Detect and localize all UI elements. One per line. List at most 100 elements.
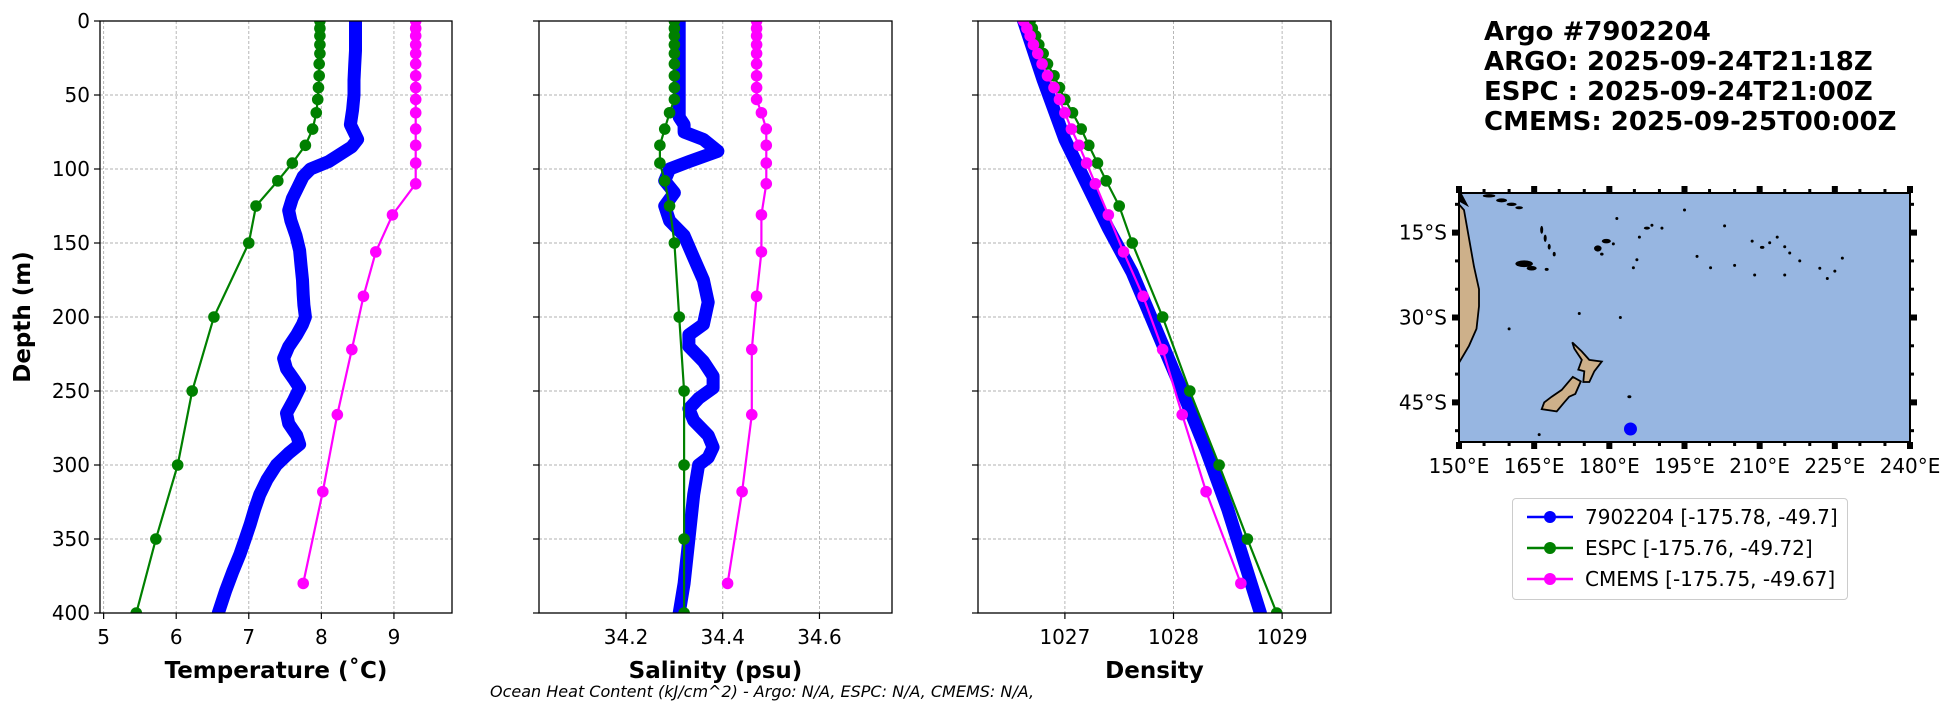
- temperature-espc-point: [313, 69, 325, 82]
- density-cmems-point: [1065, 123, 1078, 135]
- pacific-island: [1768, 241, 1772, 245]
- salinity-cmems-point: [750, 38, 763, 51]
- salinity-cmems-point: [755, 106, 768, 119]
- density-cmems-point: [1176, 408, 1188, 421]
- map-lon-label: 225°E: [1804, 454, 1865, 478]
- pacific-island: [1753, 273, 1757, 277]
- map-left-tick: [1455, 259, 1459, 263]
- map-top-tick: [1907, 186, 1913, 193]
- map-bottom-tick: [1507, 442, 1511, 446]
- legend-item-cmems: CMEMS [-175.75, -49.67]: [1525, 564, 1835, 594]
- map-bottom-tick: [1606, 442, 1613, 449]
- salinity-espc-point: [668, 58, 681, 70]
- temperature-espc-point: [250, 200, 262, 212]
- map-lon-label: 150°E: [1429, 454, 1490, 478]
- pacific-island: [1833, 269, 1837, 273]
- salinity-cmems-line: [726, 21, 768, 584]
- nz-south-island: [1540, 375, 1582, 413]
- map-right-tick: [1910, 314, 1917, 321]
- density-espc-point: [1241, 533, 1254, 545]
- map-left-tick: [1455, 372, 1459, 376]
- salinity-espc-point: [668, 47, 681, 60]
- temperature-cmems-point: [409, 106, 422, 119]
- temperature-cmems-point: [386, 209, 399, 221]
- temperature-cmems-point: [409, 139, 422, 152]
- salinity-espc-point: [678, 459, 690, 471]
- salinity-cmems-point: [750, 290, 763, 303]
- salinity-espc-point: [668, 30, 681, 42]
- temperature-cmems-point: [409, 178, 422, 190]
- title-float-id: Argo #7902204: [1484, 17, 1711, 47]
- temperature-argo-line: [211, 21, 365, 613]
- density-cmems-point: [1031, 47, 1044, 60]
- temperature-ytick-label: 200: [52, 305, 90, 329]
- temperature-espc-point: [186, 385, 198, 397]
- density-espc-point: [1213, 459, 1225, 471]
- salinity-cmems-point: [755, 246, 768, 258]
- temperature-xtick-label: 6: [170, 625, 183, 649]
- pacific-island: [1709, 266, 1713, 270]
- density-xlabel: Density: [1105, 658, 1204, 684]
- temperature-espc-point: [150, 533, 162, 545]
- map-bottom-tick: [1657, 442, 1661, 446]
- nz-north-island: [1571, 341, 1604, 383]
- pacific-island: [1515, 260, 1533, 268]
- temperature-series-group: [130, 21, 422, 613]
- salinity-espc-point: [668, 81, 681, 94]
- temperature-espc-point: [314, 47, 326, 60]
- pacific-island: [1496, 198, 1508, 203]
- temperature-espc-point: [272, 175, 284, 187]
- map-top-tick: [1582, 189, 1586, 193]
- pacific-island: [1507, 327, 1511, 331]
- salinity-espc-point: [668, 38, 681, 51]
- density-espc-point: [1075, 123, 1087, 135]
- pacific-island: [1660, 226, 1664, 230]
- salinity-espc-point: [668, 93, 681, 106]
- map-top-tick: [1808, 189, 1812, 193]
- map-bottom-tick: [1482, 442, 1486, 446]
- map-top-tick: [1783, 189, 1787, 193]
- pacific-island: [1818, 266, 1822, 270]
- density-espc-point: [1082, 139, 1095, 152]
- map-left-tick: [1455, 287, 1459, 291]
- pacific-island: [1759, 245, 1765, 249]
- temperature-cmems-point: [409, 123, 422, 135]
- map-right-tick: [1910, 229, 1917, 236]
- map-lon-label: 165°E: [1504, 454, 1565, 478]
- salinity-cmems-point: [760, 157, 773, 169]
- temperature-cmems-point: [409, 81, 422, 94]
- map-left-tick: [1452, 399, 1459, 406]
- pacific-island: [1750, 239, 1754, 243]
- legend-label-espc: ESPC [-175.76, -49.72]: [1585, 536, 1813, 560]
- map-left-tick: [1455, 344, 1459, 348]
- salinity-espc-point: [668, 237, 681, 249]
- temperature-xlabel: Temperature (˚C): [165, 657, 388, 684]
- temperature-cmems-point: [331, 408, 344, 421]
- title-espc-time: ESPC : 2025-09-24T21:00Z: [1484, 77, 1873, 107]
- australia-land: [1459, 202, 1480, 364]
- map-lat-label: 45°S: [1399, 390, 1447, 414]
- new-guinea-land: [1459, 193, 1469, 208]
- density-cmems-point: [1041, 69, 1054, 82]
- density-cmems-point: [1059, 106, 1071, 119]
- map-ocean: [1459, 193, 1910, 442]
- temperature-espc-point: [130, 607, 143, 613]
- salinity-xtick-label: 34.6: [797, 625, 842, 649]
- pacific-island: [1825, 276, 1829, 280]
- map-bottom-tick: [1582, 442, 1586, 446]
- temperature-cmems-point: [409, 157, 422, 169]
- salinity-espc-point: [673, 311, 686, 323]
- argo-float-marker: [1623, 422, 1637, 436]
- density-cmems-point: [1053, 93, 1066, 106]
- legend-item-argo: 7902204 [-175.78, -49.7]: [1525, 502, 1838, 532]
- map-bottom-tick: [1858, 442, 1862, 446]
- density-xtick-label: 1027: [1039, 625, 1090, 649]
- temperature-espc-point: [208, 311, 220, 323]
- density-cmems-point: [1048, 81, 1060, 94]
- salinity-cmems-point: [750, 93, 763, 106]
- salinity-xtick-label: 34.2: [604, 625, 649, 649]
- map-lat-label: 15°S: [1399, 221, 1447, 245]
- temperature-cmems-point: [409, 69, 422, 82]
- temperature-espc-point: [299, 139, 312, 152]
- salinity-espc-point: [678, 533, 690, 545]
